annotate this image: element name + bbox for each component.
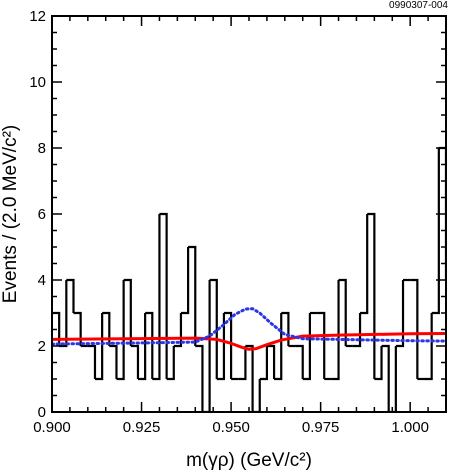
histogram-bin [145,311,154,379]
histogram-bin [381,344,390,412]
histogram-bin [123,278,132,346]
x-tick-label: 1.000 [391,419,429,436]
histogram-bin [66,278,75,313]
histogram-bin [209,278,218,379]
histogram-bin [395,280,405,348]
histogram-bin [274,313,283,381]
histogram-bin [295,344,304,379]
histogram-bin [166,346,175,381]
y-tick-label: 0 [38,404,46,421]
histogram-bin [238,346,247,381]
figure-reference-id: 0990307-004 [389,0,448,11]
histogram-bin [374,346,383,381]
histogram-bin [173,313,183,348]
histogram-bin [180,247,190,315]
x-tick-label: 0.950 [212,419,250,436]
histogram-bin [431,148,440,315]
histogram-bin [388,346,397,412]
histogram-bin [73,311,82,346]
histogram-bin [266,344,276,379]
histogram-bin [137,313,147,381]
y-axis-label: Events / (2.0 MeV/c²) [0,125,21,303]
histogram-bin [317,311,326,379]
histogram-bin [109,344,118,379]
axis-ticks: 0.900 0.925 0.950 0.975 1.000 0 2 4 6 8 10 12 [29,8,447,436]
x-tick-label: 0.925 [123,419,161,436]
histogram-bin [410,278,419,379]
histogram-bin [245,344,254,412]
y-tick-label: 6 [38,206,46,223]
histogram-bin [367,212,376,379]
histogram-bin [338,278,347,346]
histogram-bin [87,344,97,379]
y-tick-label: 10 [29,74,46,91]
histogram-bin [223,311,233,379]
y-tick-label: 4 [38,272,46,289]
histogram-bin [188,245,197,346]
histogram-bin [195,344,204,412]
dotted-fit-curve [52,307,446,346]
histogram-bin [116,280,125,381]
histogram-bin [331,280,340,381]
x-tick-label: 0.975 [302,419,340,436]
histogram-bin [130,344,140,379]
histogram-bin [202,280,211,412]
histogram-bin [360,214,369,315]
histogram-bin [94,313,104,381]
histogram-bin [352,313,362,348]
plot-marks [52,146,446,412]
histogram-bin [259,346,269,381]
histogram-bin [102,311,111,346]
y-tick-label: 8 [38,140,46,157]
plot-frame [51,15,447,413]
x-tick-label: 0.900 [33,419,71,436]
histogram-bin [152,214,161,381]
y-tick-label: 12 [29,8,46,25]
histogram-bin [159,212,168,379]
histogram-bin [216,313,226,381]
histogram-bin [252,379,261,412]
solid-fit-curve [52,331,446,351]
histogram-bin [424,313,433,381]
x-axis-label: m(γρ) (GeV/c²) [186,450,312,471]
y-tick-label: 2 [38,338,46,355]
